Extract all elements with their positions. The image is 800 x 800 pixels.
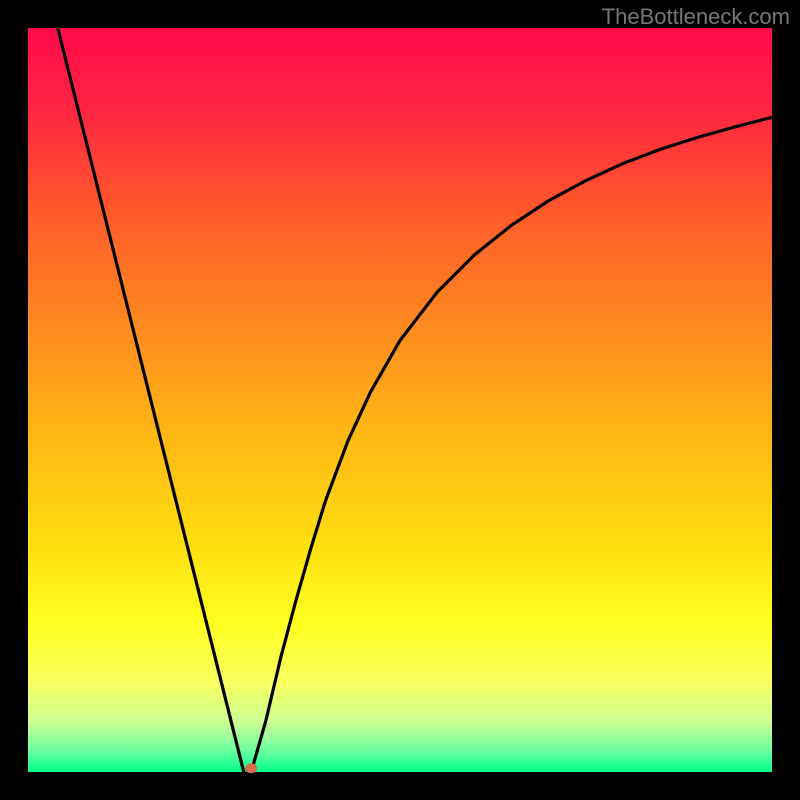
bottleneck-chart [0,0,800,800]
optimal-point-marker [245,763,257,773]
chart-background [28,28,772,772]
chart-container: TheBottleneck.com [0,0,800,800]
watermark-text: TheBottleneck.com [602,4,790,30]
